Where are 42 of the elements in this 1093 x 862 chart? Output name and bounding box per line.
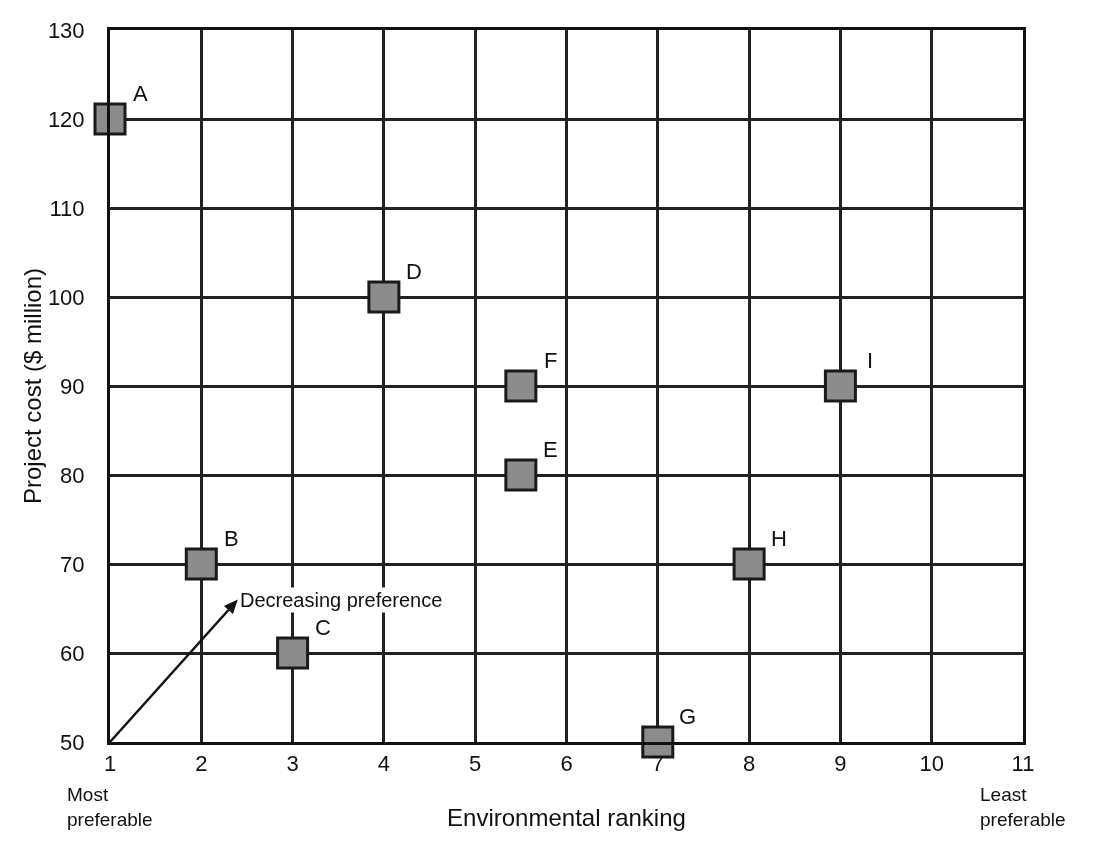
y-tick-label: 80 <box>60 462 85 488</box>
point <box>367 280 401 314</box>
point <box>504 458 538 492</box>
x-tick-label: 6 <box>560 751 573 777</box>
text: Most preferable <box>67 784 153 830</box>
y-tick-label: 120 <box>47 106 85 132</box>
x-tick-label: 8 <box>742 751 756 777</box>
point <box>184 547 218 581</box>
annotation: E <box>543 437 558 462</box>
point <box>732 547 766 581</box>
y-tick-label: 70 <box>60 551 85 577</box>
text: Least preferable <box>980 784 1066 830</box>
annotation: G <box>679 704 697 729</box>
x-tick-label: 5 <box>469 751 482 777</box>
x-tick-label: 1 <box>103 751 117 777</box>
annotation: H <box>771 526 787 551</box>
x-tick-label: 10 <box>919 751 944 777</box>
point <box>276 636 310 670</box>
x-tick-label: 3 <box>286 751 299 777</box>
x-tick-label: 11 <box>1011 751 1035 777</box>
annotation: C <box>315 615 331 640</box>
x-axis-title: Environmental ranking <box>447 804 686 831</box>
annotation: I <box>867 348 874 373</box>
annotation: Decreasing preference <box>240 589 443 611</box>
point <box>823 369 857 403</box>
x-tick-label: 9 <box>834 751 847 777</box>
x-tick-label: 7 <box>651 751 664 777</box>
y-tick-label: 110 <box>49 195 85 221</box>
y-axis-title: Project cost ($ million) <box>18 267 46 505</box>
annotation: F <box>544 348 558 373</box>
y-tick-label: 60 <box>60 640 85 666</box>
y-tick-label: 50 <box>60 729 85 755</box>
point <box>504 369 538 403</box>
point <box>93 102 127 136</box>
y-tick-label: 90 <box>60 373 85 399</box>
annotation: A <box>133 81 148 106</box>
y-tick-label: 130 <box>47 17 85 43</box>
y-tick-label: 100 <box>47 284 85 310</box>
x-tick-label: 2 <box>195 751 208 777</box>
annotation: B <box>224 526 239 551</box>
x-tick-label: 4 <box>377 751 391 777</box>
annotation: D <box>406 259 422 284</box>
